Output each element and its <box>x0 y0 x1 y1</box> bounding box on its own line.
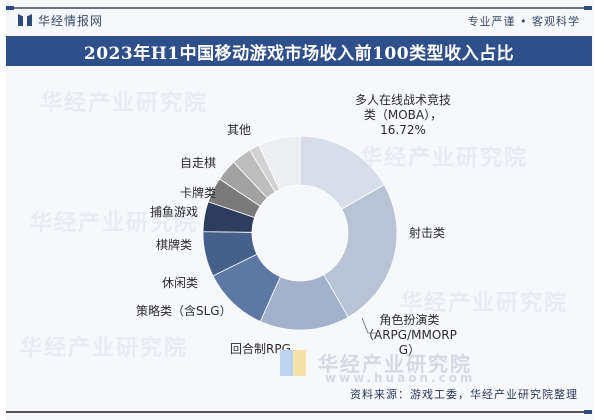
chart-title-bar: 2023年H1中国移动游戏市场收入前100类型收入占比 <box>6 36 592 66</box>
label-moba-line2: 类（MOBA）， <box>363 108 443 122</box>
brand-logo-icon <box>18 14 32 26</box>
donut-segment <box>258 135 301 191</box>
label-other: 其他 <box>227 123 252 137</box>
label-casual: 休闲类 <box>162 276 199 290</box>
label-fishing: 捕鱼游戏 <box>150 205 199 219</box>
chart-title: 2023年H1中国移动游戏市场收入前100类型收入占比 <box>83 43 515 64</box>
label-strategy: 策略类（含SLG） <box>136 304 232 318</box>
label-shooting: 射击类 <box>409 226 446 240</box>
watermark-url: www.huaon.com <box>325 371 476 385</box>
label-moba: 多人在线战术竞技 类（MOBA）， 16.72% <box>355 93 451 138</box>
label-turn-rpg: 回合制RPG <box>230 342 291 356</box>
donut-segments <box>202 135 398 331</box>
label-rpg: 角色扮演类 （ARPG/MMORP G） <box>362 313 457 358</box>
label-board: 棋牌类 <box>156 238 193 252</box>
donut-segment <box>323 184 398 318</box>
label-rpg-line1: 角色扮演类 <box>379 313 440 327</box>
label-card: 卡牌类 <box>180 186 217 200</box>
brand-name: 华经情报网 <box>38 13 104 28</box>
label-rpg-line3: G） <box>398 343 421 357</box>
watermark-logo-icon <box>280 350 306 376</box>
rpg-leader-line <box>361 317 376 334</box>
slogan: 专业严谨 • 客观科学 <box>467 15 580 28</box>
label-rpg-line2: （ARPG/MMORP <box>362 328 457 342</box>
top-divider <box>6 6 592 10</box>
label-autochess: 自走棋 <box>180 156 217 170</box>
source-note: 资料来源：游戏工委，华经产业研究院整理 <box>350 388 578 401</box>
label-moba-value: 16.72% <box>380 123 426 137</box>
label-moba-line1: 多人在线战术竞技 <box>355 93 452 107</box>
brand: 华经情报网 <box>18 12 103 28</box>
bottom-divider <box>6 410 592 414</box>
